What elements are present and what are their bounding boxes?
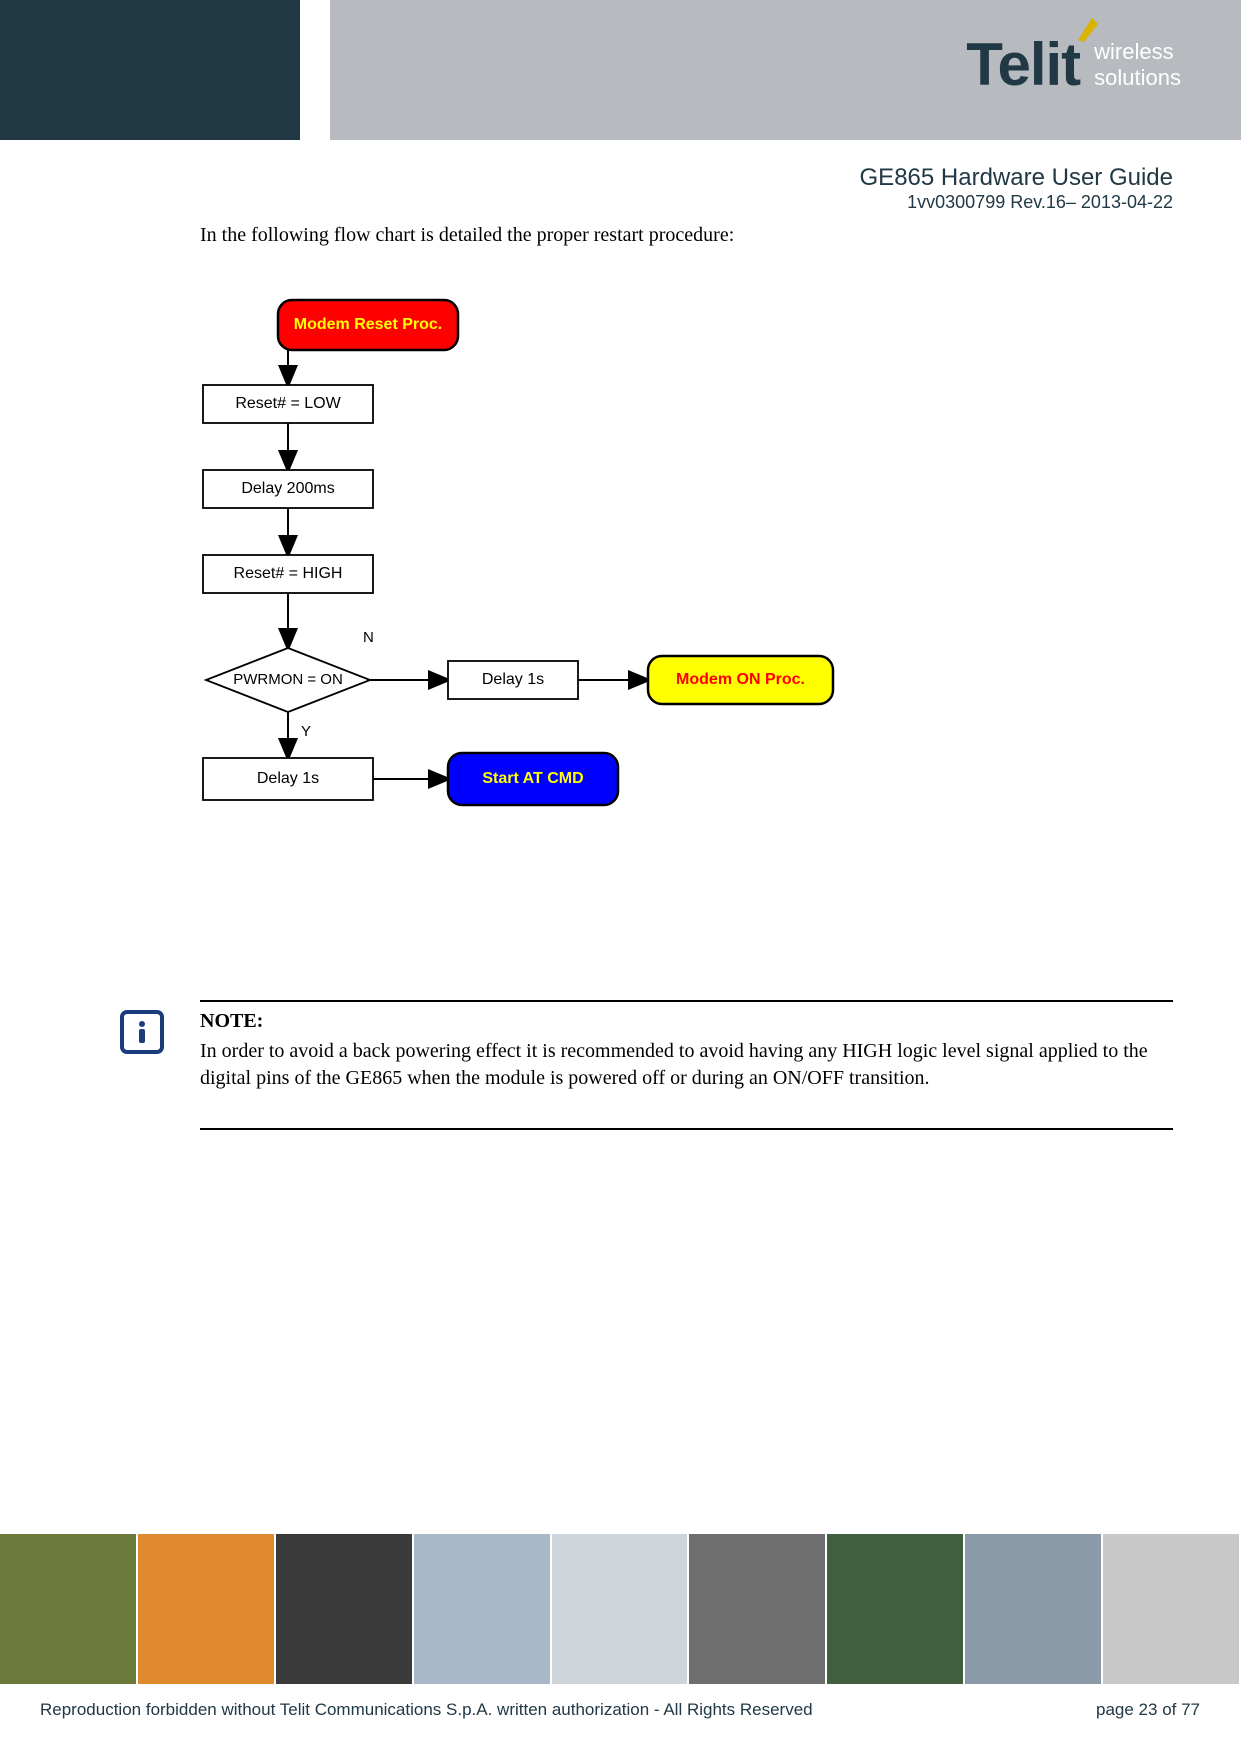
header-banner-dark <box>0 0 300 140</box>
svg-text:Delay 200ms: Delay 200ms <box>241 480 334 497</box>
document-title: GE865 Hardware User Guide <box>860 164 1173 192</box>
footer-copyright: Reproduction forbidden without Telit Com… <box>40 1700 813 1720</box>
svg-text:Modem ON Proc.: Modem ON Proc. <box>676 671 805 688</box>
note-body: In order to avoid a back powering effect… <box>200 1038 1170 1092</box>
svg-text:Delay 1s: Delay 1s <box>257 770 319 787</box>
footer-image-strip <box>0 1534 1241 1684</box>
svg-text:Start AT CMD: Start AT CMD <box>482 770 583 787</box>
svg-text:Delay 1s: Delay 1s <box>482 671 544 688</box>
info-icon <box>120 1010 164 1054</box>
logo-accent-icon <box>1074 16 1102 44</box>
svg-text:Modem Reset Proc.: Modem Reset Proc. <box>294 316 442 333</box>
doc-header: GE865 Hardware User Guide 1vv0300799 Rev… <box>860 164 1173 213</box>
document-revision: 1vv0300799 Rev.16– 2013-04-22 <box>860 192 1173 213</box>
svg-text:Y: Y <box>301 723 311 740</box>
logo-tagline: wireless solutions <box>1094 39 1181 90</box>
footer-page-number: page 23 of 77 <box>1096 1700 1200 1720</box>
svg-text:PWRMON = ON: PWRMON = ON <box>233 671 343 688</box>
intro-text: In the following flow chart is detailed … <box>200 224 1100 247</box>
svg-text:Reset# = LOW: Reset# = LOW <box>235 395 341 412</box>
page-footer: Reproduction forbidden without Telit Com… <box>40 1700 1200 1720</box>
svg-text:N: N <box>363 629 374 646</box>
note-divider-bottom <box>200 1128 1173 1130</box>
logo-wordmark: Telit <box>966 31 1080 98</box>
svg-text:Reset# = HIGH: Reset# = HIGH <box>234 565 343 582</box>
brand-logo: Telit wireless solutions <box>966 30 1181 99</box>
header-banner-grey: Telit wireless solutions <box>330 0 1241 140</box>
restart-flowchart: N Y Modem Reset Proc. Reset# = LOW Delay 20… <box>183 280 983 920</box>
note-divider-top <box>200 1000 1173 1002</box>
note-heading: NOTE: <box>200 1010 263 1033</box>
